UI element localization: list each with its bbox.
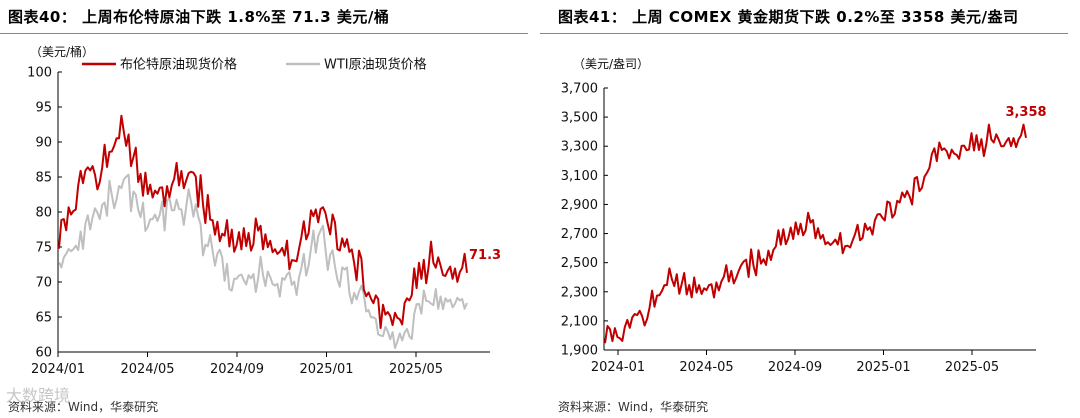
x-tick-label: 2024-01 bbox=[591, 360, 645, 375]
x-tick-label: 2025-01 bbox=[856, 360, 910, 375]
y-tick-label: 70 bbox=[35, 276, 52, 291]
x-tick-label: 2025-05 bbox=[945, 360, 999, 375]
x-tick-label: 2024-05 bbox=[679, 360, 733, 375]
y-tick-label: 3,100 bbox=[561, 169, 598, 184]
legend-label: WTI原油现货价格 bbox=[324, 57, 427, 73]
chart-source: 资料来源：Wind，华泰研究 bbox=[8, 400, 159, 414]
y-tick-label: 95 bbox=[35, 101, 52, 116]
y-tick-label: 2,100 bbox=[561, 314, 598, 329]
x-tick-label: 2025/01 bbox=[299, 362, 353, 377]
y-tick-label: 80 bbox=[35, 206, 52, 221]
y-tick-label: 3,300 bbox=[561, 140, 598, 155]
x-tick-label: 2024/01 bbox=[31, 362, 85, 377]
y-axis-unit: （美元/桶） bbox=[30, 44, 94, 59]
gold-price-chart: 1,900 2,100 2,300 2,500 2,700 2,900 3,100 3,300… bbox=[561, 57, 1047, 375]
y-tick-label: 2,700 bbox=[561, 227, 598, 242]
chart-panel-brent-wti: 图表40： 上周布伦特原油下跌 1.8%至 71.3 美元/桶 60 65 70 75… bbox=[0, 8, 528, 414]
y-tick-label: 2,900 bbox=[561, 198, 598, 213]
y-tick-label: 1,900 bbox=[561, 344, 598, 359]
series-line-0 bbox=[604, 123, 1027, 344]
chart-source: 资料来源：Wind，华泰研究 bbox=[558, 400, 709, 414]
last-value-label: 71.3 bbox=[469, 248, 501, 263]
y-tick-label: 3,500 bbox=[561, 111, 598, 126]
y-tick-label: 75 bbox=[35, 241, 52, 256]
title-divider bbox=[540, 33, 1068, 34]
legend-label: 布伦特原油现货价格 bbox=[120, 57, 237, 73]
series-line-0 bbox=[58, 114, 468, 329]
chart-title: 图表41： 上周 COMEX 黄金期货下跌 0.2%至 3358 美元/盎司 bbox=[558, 8, 1019, 26]
y-tick-label: 65 bbox=[35, 311, 52, 326]
x-tick-label: 2025/05 bbox=[389, 362, 443, 377]
series-line-1 bbox=[58, 173, 468, 349]
last-value-label: 3,358 bbox=[1005, 105, 1046, 120]
y-tick-label: 85 bbox=[35, 171, 52, 186]
title-divider bbox=[0, 33, 528, 34]
y-tick-label: 3,700 bbox=[561, 82, 598, 97]
oil-price-chart: 60 65 70 75 80 85 90 95 100 2024/01 2024/05 2024/09… bbox=[27, 44, 501, 377]
chart-panel-gold: 图表41： 上周 COMEX 黄金期货下跌 0.2%至 3358 美元/盎司 1… bbox=[540, 0, 1080, 418]
x-tick-label: 2024/09 bbox=[210, 362, 264, 377]
y-tick-label: 2,500 bbox=[561, 256, 598, 271]
y-tick-label: 90 bbox=[35, 136, 52, 151]
chart-title: 图表40： 上周布伦特原油下跌 1.8%至 71.3 美元/桶 bbox=[8, 8, 390, 26]
watermark-logo: 大数跨境 bbox=[6, 386, 71, 405]
y-tick-label: 60 bbox=[35, 346, 52, 361]
x-tick-label: 2024-09 bbox=[768, 360, 822, 375]
y-axis-unit: （美元/盎司） bbox=[573, 57, 649, 71]
y-tick-label: 2,300 bbox=[561, 285, 598, 300]
x-tick-label: 2024/05 bbox=[120, 362, 174, 377]
y-tick-label: 100 bbox=[27, 66, 52, 81]
